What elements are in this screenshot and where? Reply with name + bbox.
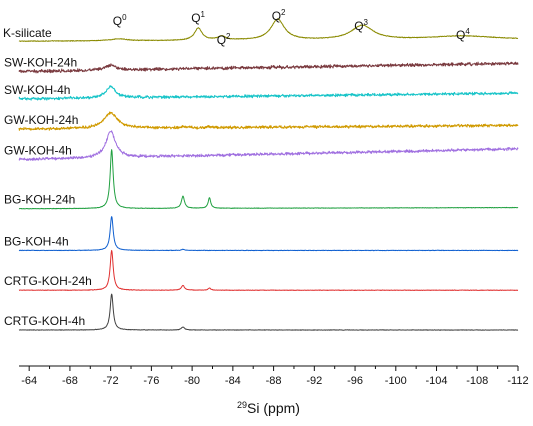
series-line-gw-koh-24h: [18, 111, 519, 131]
peak-annotation-layer: Q0 Q1 Q2 Q2 Q3 Q4: [113, 8, 471, 47]
x-tick-label: -72: [103, 375, 119, 387]
series-label-bg-koh-24h: BG-KOH-24h: [4, 193, 75, 207]
peak-annotation-q1: Q1: [191, 10, 205, 25]
series-line-gw-koh-4h: [18, 130, 519, 162]
series-label-layer: K-silicate SW-KOH-24h SW-KOH-4h GW-KOH-24h G…: [3, 26, 92, 328]
peak-annotation-q3: Q3: [354, 18, 368, 33]
series-label-crtg-koh-4h: CRTG-KOH-4h: [4, 314, 85, 328]
x-tick-label: -104: [426, 375, 448, 387]
x-tick-label: -92: [306, 375, 322, 387]
series-line-sw-koh-4h: [18, 85, 519, 101]
series-line-k-silicate: [18, 18, 519, 42]
x-tick-label: -64: [21, 375, 37, 387]
x-tick-label: -84: [225, 375, 241, 387]
peak-annotation-q2: Q2: [272, 8, 286, 23]
x-tick-label: -108: [466, 375, 488, 387]
x-axis-title: 29Si (ppm): [237, 400, 300, 416]
peak-annotation-q2: Q2: [217, 32, 231, 47]
x-axis: -64 -68 -72 -76 -80 -84 -88 -92 -96 -100 -104 -108 -…: [19, 365, 529, 387]
x-tick-label: -112: [507, 375, 528, 387]
series-line-bg-koh-4h: [18, 216, 519, 252]
peak-annotation-q0: Q0: [113, 13, 127, 28]
x-tick-label: -88: [266, 375, 282, 387]
x-tick-label: -76: [143, 375, 159, 387]
series-label-sw-koh-4h: SW-KOH-4h: [4, 83, 70, 97]
series-line-crtg-koh-24h: [18, 249, 519, 292]
series-layer: [18, 18, 519, 331]
series-label-bg-koh-4h: BG-KOH-4h: [4, 234, 69, 248]
series-label-k-silicate: K-silicate: [3, 26, 52, 40]
series-label-gw-koh-24h: GW-KOH-24h: [4, 113, 78, 127]
x-axis-title-superscript: 29: [237, 400, 247, 410]
x-tick-label: -68: [62, 375, 78, 387]
peak-annotation-q4: Q4: [456, 27, 470, 42]
series-label-gw-koh-4h: GW-KOH-4h: [4, 144, 72, 158]
series-line-crtg-koh-4h: [18, 293, 519, 331]
series-line-sw-koh-24h: [18, 61, 519, 74]
x-axis-title-text: Si (ppm): [247, 400, 300, 416]
x-tick-label: -96: [347, 375, 363, 387]
x-tick-label: -80: [184, 375, 200, 387]
series-line-bg-koh-24h: [18, 149, 519, 210]
x-tick-label: -100: [385, 375, 407, 387]
series-label-crtg-koh-24h: CRTG-KOH-24h: [4, 274, 92, 288]
series-label-sw-koh-24h: SW-KOH-24h: [4, 56, 77, 70]
